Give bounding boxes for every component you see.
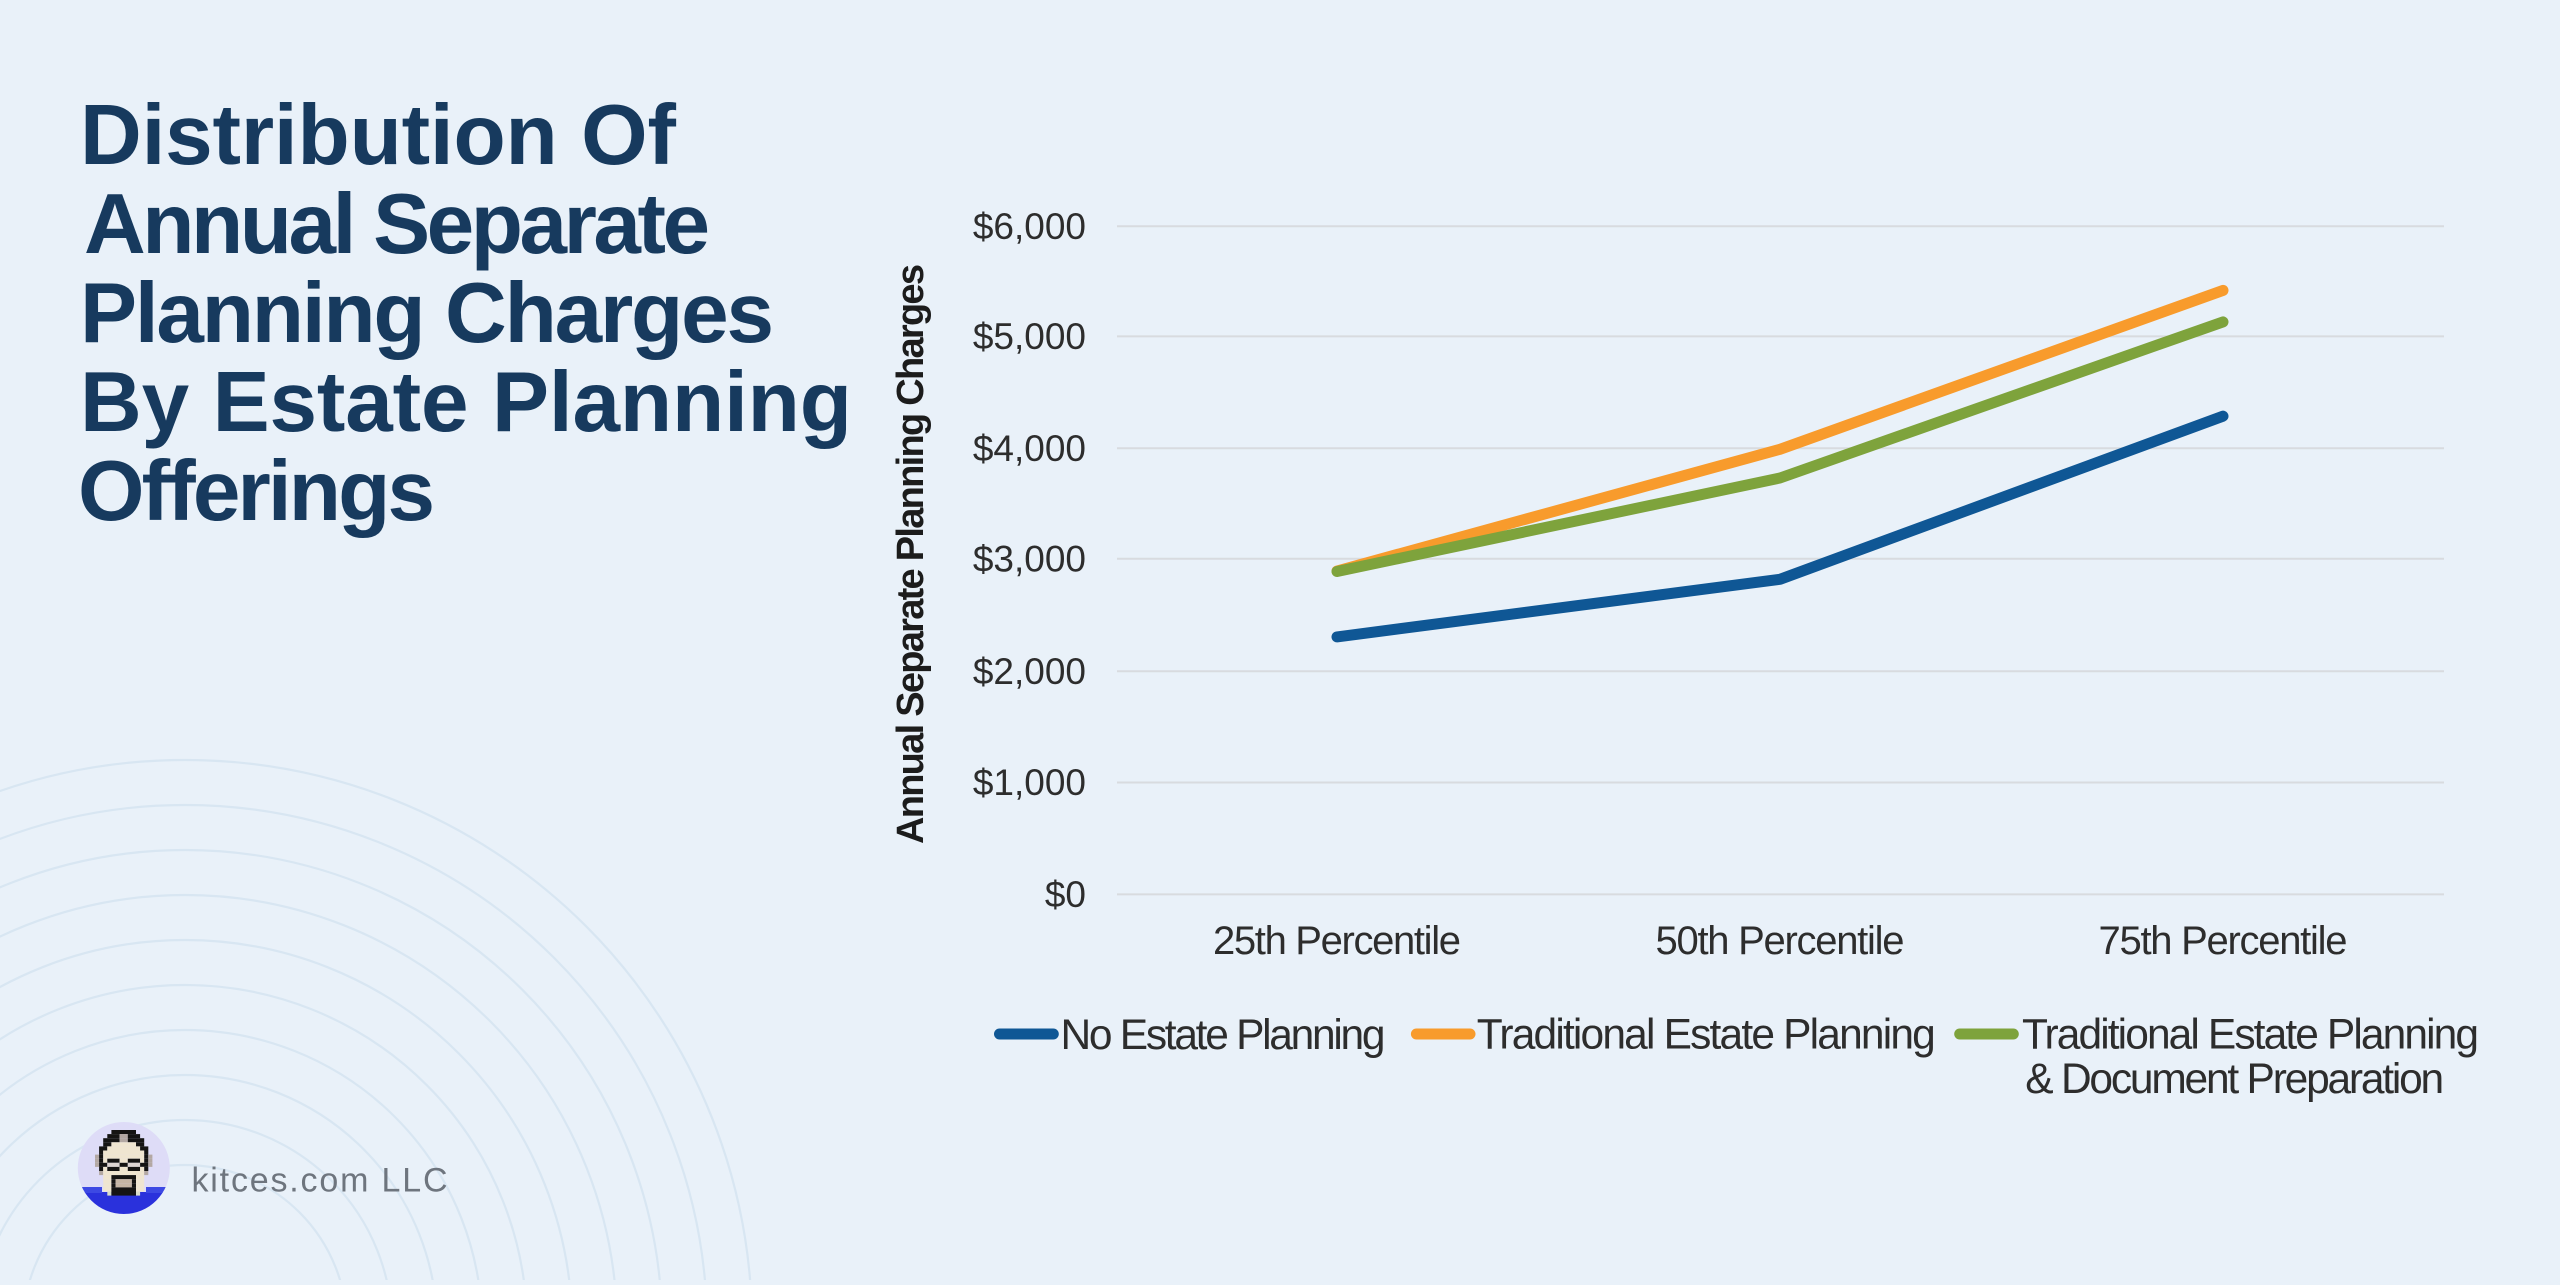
svg-text:50th Percentile: 50th Percentile	[1656, 919, 1905, 963]
svg-text:Distribution Of: Distribution Of	[80, 88, 677, 183]
svg-text:$4,000: $4,000	[973, 428, 1086, 469]
svg-text:$5,000: $5,000	[973, 316, 1086, 357]
svg-text:75th Percentile: 75th Percentile	[2099, 919, 2348, 963]
svg-text:Traditional Estate Planning: Traditional Estate Planning	[1477, 1012, 1936, 1059]
svg-text:25th Percentile: 25th Percentile	[1213, 919, 1461, 963]
svg-text:& Document Preparation: & Document Preparation	[2025, 1056, 2444, 1103]
svg-text:kitces.com LLC: kitces.com LLC	[192, 1161, 448, 1199]
svg-text:Annual Separate Planning Charg: Annual Separate Planning Charges	[890, 264, 932, 844]
svg-text:Planning Charges: Planning Charges	[80, 266, 774, 361]
svg-text:Traditional Estate Planning: Traditional Estate Planning	[2022, 1012, 2479, 1059]
svg-text:$1,000: $1,000	[973, 762, 1086, 803]
svg-text:$2,000: $2,000	[973, 651, 1086, 692]
svg-text:$6,000: $6,000	[973, 206, 1086, 247]
svg-text:By Estate Planning: By Estate Planning	[80, 355, 852, 450]
svg-text:$0: $0	[1045, 874, 1086, 915]
svg-text:Annual Separate: Annual Separate	[84, 177, 710, 272]
svg-text:Offerings: Offerings	[78, 444, 435, 539]
svg-text:No Estate Planning: No Estate Planning	[1061, 1012, 1386, 1059]
svg-text:$3,000: $3,000	[973, 539, 1086, 580]
